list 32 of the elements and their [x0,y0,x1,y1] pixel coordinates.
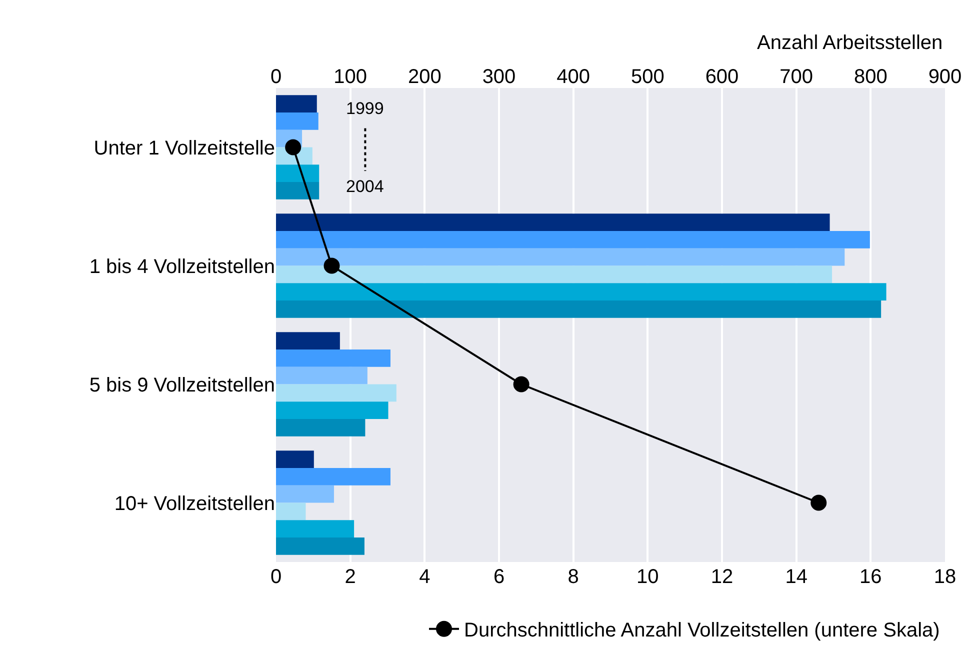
x2-tick-label: 300 [482,66,516,88]
x-tick-label: 16 [860,566,882,588]
point [810,494,827,511]
x2-tick-label: 200 [408,66,442,88]
x-tick-label: 6 [493,566,505,588]
y-tick-label: 1 bis 4 Vollzeitstellen [89,256,275,278]
x2-tick-label: 800 [854,66,888,88]
y-tick-label: Unter 1 Vollzeitstelle [94,137,275,160]
x2-tick-label: 100 [334,66,368,88]
y-tick-label: 10+ Vollzeitstellen [114,492,275,515]
point [324,258,340,274]
x-tick-label: 2 [344,566,356,588]
x-tick-label: 4 [419,566,430,588]
annotation: 1999 [346,99,384,118]
x2-tick-label: 600 [705,66,739,88]
x-tick-label: 10 [636,566,659,588]
x-tick-label: 8 [568,566,579,588]
point [513,376,530,392]
x-tick-label: 0 [270,566,282,588]
x2-tick-label: 0 [270,66,282,88]
x-tick-label: 18 [934,566,956,588]
x-tick-label: 12 [710,566,734,588]
legend-label: Durchschnittliche Anzahl Vollzeitstellen (untere Skala) [464,620,940,642]
x2-tick-label: 900 [928,66,962,88]
x2-tick-label: 500 [630,66,664,88]
x2-tick-label: 400 [556,66,590,88]
point [285,139,302,156]
x2-tick-label: 700 [780,66,814,88]
x2-axis-title: Anzahl Arbeitsstellen [757,32,943,54]
annotation: 2004 [346,177,384,196]
y-tick-label: 5 bis 9 Vollzeitstellen [89,374,275,396]
x-tick-label: 14 [785,566,808,588]
